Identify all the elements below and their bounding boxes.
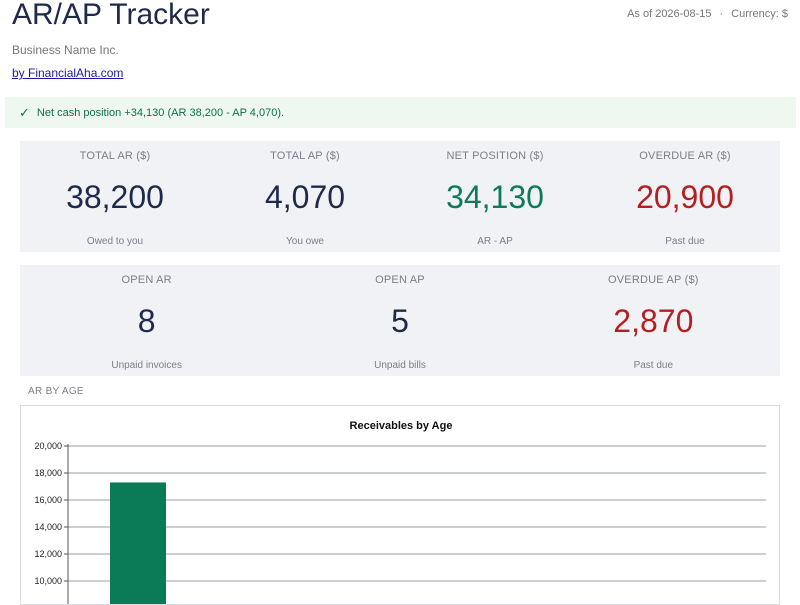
check-icon: ✓ xyxy=(19,104,30,120)
chart-y-tick-label: 18,000 xyxy=(34,468,62,478)
kpi-value: 4,070 xyxy=(264,179,346,215)
chart-title: Receivables by Age xyxy=(350,420,453,432)
kpi-net-position: NET POSITION ($) 34,130 AR - AP xyxy=(400,141,590,252)
kpi-label: OVERDUE AP ($) xyxy=(608,274,699,286)
chart-y-tick-label: 12,000 xyxy=(34,549,62,559)
kpi-subtext: Unpaid bills xyxy=(374,360,426,371)
kpi-label: OVERDUE AR ($) xyxy=(639,150,731,162)
kpi-subtext: Past due xyxy=(665,236,705,247)
chart-gridlines xyxy=(64,445,766,582)
kpi-label: OPEN AR xyxy=(121,274,172,286)
kpi-label: TOTAL AR ($) xyxy=(79,150,151,162)
banner-text: Net cash position +34,130 (AR 38,200 - A… xyxy=(36,106,285,119)
chart-bars xyxy=(110,482,166,604)
kpi-value: 34,130 xyxy=(446,179,544,215)
chart-y-tick-label: 10,000 xyxy=(34,576,62,586)
kpi-value: 5 xyxy=(391,303,409,339)
kpi-value: 8 xyxy=(137,303,156,339)
chart-svg: Receivables by Age 20,000 18,000 16,000 14,… xyxy=(34,420,766,604)
kpi-label: NET POSITION ($) xyxy=(446,150,544,162)
kpi-subtext: Owed to you xyxy=(86,236,144,247)
as-of-date: As of 2026-08-15 xyxy=(627,8,712,20)
kpi-label: OPEN AP xyxy=(375,274,425,286)
byline-link[interactable]: by FinancialAha.com xyxy=(12,66,124,80)
chart-y-ticks: 20,000 18,000 16,000 14,000 12,000 10,000 xyxy=(34,441,62,586)
kpi-total-ar: TOTAL AR ($) 38,200 Owed to you xyxy=(20,141,210,252)
ar-age-chart: Receivables by Age 20,000 18,000 16,000 14,… xyxy=(20,405,780,605)
kpi-label: TOTAL AP ($) xyxy=(270,150,340,162)
kpi-value: 2,870 xyxy=(613,303,694,339)
kpi-open-ap: OPEN AP 5 Unpaid bills xyxy=(273,265,526,376)
chart-y-tick-label: 14,000 xyxy=(34,522,62,532)
kpi-row-2: OPEN AR 8 Unpaid invoices OPEN AP 5 Unpa… xyxy=(20,265,780,376)
kpi-subtext: AR - AP xyxy=(477,236,513,247)
kpi-value: 38,200 xyxy=(66,179,164,215)
meta-separator: · xyxy=(719,8,724,20)
kpi-subtext: You owe xyxy=(286,236,324,247)
kpi-total-ap: TOTAL AP ($) 4,070 You owe xyxy=(210,141,400,252)
page-title: AR/AP Tracker xyxy=(12,0,210,31)
chart-bar xyxy=(110,482,166,604)
currency-label: Currency: $ xyxy=(731,8,788,20)
kpi-row-1: TOTAL AR ($) 38,200 Owed to you TOTAL AP… xyxy=(20,141,780,252)
chart-y-tick-label: 16,000 xyxy=(34,495,62,505)
chart-y-tick-label: 20,000 xyxy=(34,441,62,451)
kpi-subtext: Unpaid invoices xyxy=(111,360,182,371)
status-banner: ✓ Net cash position +34,130 (AR 38,200 -… xyxy=(5,97,796,128)
kpi-subtext: Past due xyxy=(633,360,674,371)
section-label-ar-by-age: AR BY AGE xyxy=(28,386,84,397)
kpi-overdue-ar: OVERDUE AR ($) 20,900 Past due xyxy=(590,141,780,252)
kpi-open-ar: OPEN AR 8 Unpaid invoices xyxy=(20,265,273,376)
header-meta: As of 2026-08-15 · Currency: $ xyxy=(627,8,788,20)
business-name: Business Name Inc. xyxy=(12,43,119,57)
kpi-overdue-ap: OVERDUE AP ($) 2,870 Past due xyxy=(527,265,780,376)
kpi-value: 20,900 xyxy=(636,179,734,215)
